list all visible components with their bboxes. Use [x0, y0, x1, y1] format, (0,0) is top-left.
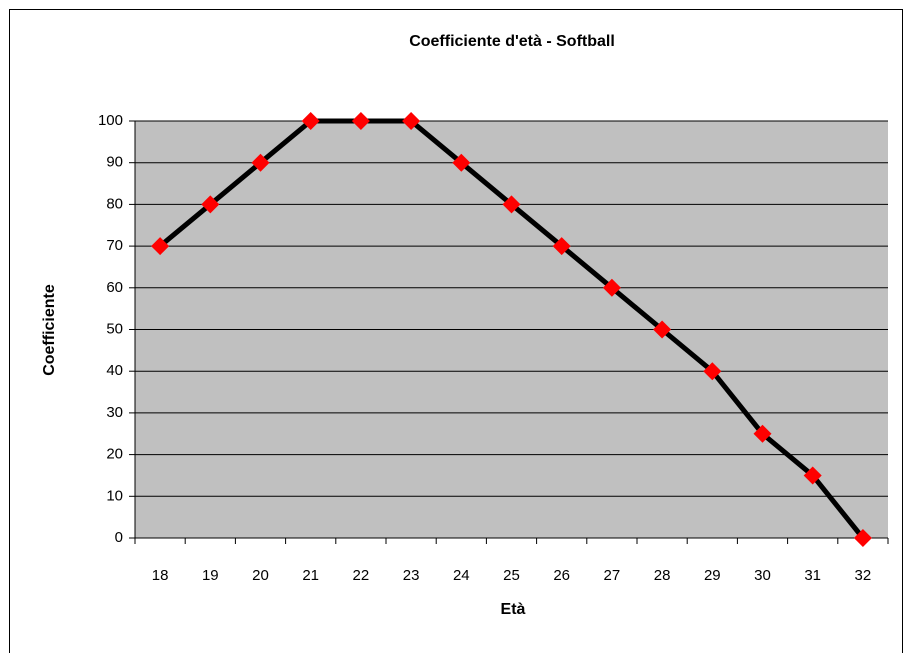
marker [201, 195, 220, 214]
x-tick-label: 19 [202, 567, 219, 584]
x-axis-title: Età [501, 601, 526, 618]
x-tick-label: 20 [252, 567, 269, 584]
marker [552, 237, 571, 256]
marker [151, 237, 170, 256]
marker [803, 466, 822, 485]
y-tick-label: 10 [106, 487, 123, 504]
x-tick-label: 23 [403, 567, 420, 584]
y-tick-label: 60 [106, 279, 123, 296]
y-tick-label: 90 [106, 154, 123, 171]
y-tick-label: 80 [106, 195, 123, 212]
x-tick-label: 31 [804, 567, 821, 584]
y-tick-label: 40 [106, 362, 123, 379]
x-tick-label: 29 [704, 567, 721, 584]
y-axis-title: Coefficiente [41, 284, 58, 376]
x-tick-label: 24 [453, 567, 470, 584]
marker [452, 153, 471, 172]
y-tick-label: 0 [115, 529, 123, 546]
x-tick-label: 18 [152, 567, 169, 584]
y-tick-label: 70 [106, 237, 123, 254]
marker [351, 112, 370, 130]
marker [853, 529, 872, 547]
x-tick-label: 21 [302, 567, 319, 584]
marker [402, 112, 421, 130]
x-tick-label: 32 [855, 567, 872, 584]
x-tick-label: 25 [503, 567, 520, 584]
y-tick-label: 30 [106, 404, 123, 421]
marker [703, 362, 722, 381]
marker [753, 424, 772, 443]
marker [251, 153, 270, 172]
x-tick-label: 26 [553, 567, 570, 584]
marker [502, 195, 521, 214]
marker [602, 278, 621, 297]
x-tick-label: 30 [754, 567, 771, 584]
y-tick-label: 20 [106, 446, 123, 463]
y-tick-label: 50 [106, 320, 123, 337]
x-tick-label: 22 [353, 567, 370, 584]
y-tick-label: 100 [98, 112, 123, 129]
marker [301, 112, 320, 130]
chart-title: Coefficiente d'età - Softball [409, 33, 615, 50]
x-tick-label: 27 [604, 567, 621, 584]
marker [653, 320, 672, 339]
x-tick-label: 28 [654, 567, 671, 584]
